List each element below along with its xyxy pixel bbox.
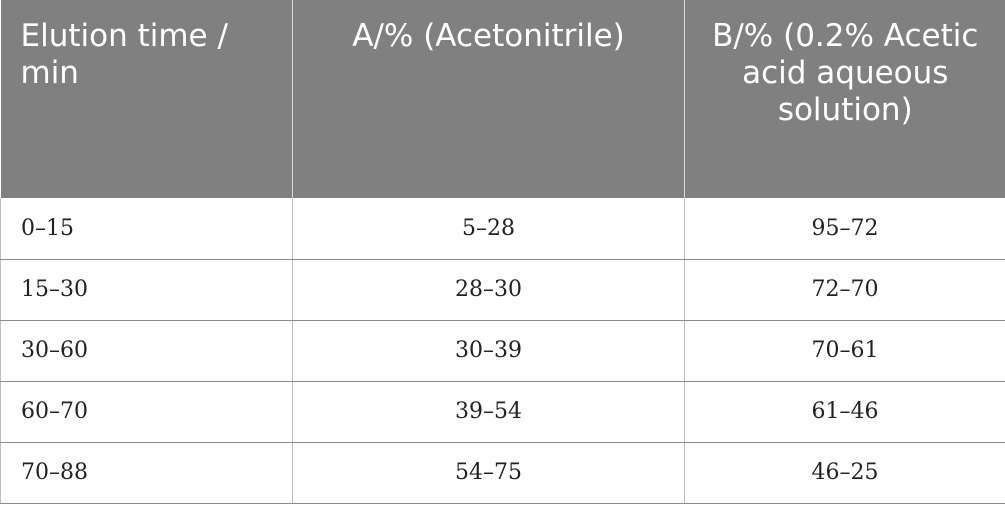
table-row: 15–30 28–30 72–70 [0, 259, 1005, 321]
table-row: 70–88 54–75 46–25 [0, 442, 1005, 504]
header-elution-time: Elution time / min [0, 0, 293, 198]
cell-elution-time: 60–70 [0, 381, 293, 443]
header-solvent-a: A/% (Acetonitrile) [292, 0, 685, 198]
cell-solvent-b: 46–25 [684, 442, 1005, 504]
elution-gradient-table-container: Elution time / min A/% (Acetonitrile) B/… [0, 0, 1005, 504]
cell-solvent-a: 5–28 [292, 198, 685, 260]
cell-solvent-a: 39–54 [292, 381, 685, 443]
cell-solvent-b: 95–72 [684, 198, 1005, 260]
cell-solvent-a: 28–30 [292, 259, 685, 321]
table-row: 0–15 5–28 95–72 [0, 198, 1005, 260]
cell-elution-time: 30–60 [0, 320, 293, 382]
cell-solvent-b: 70–61 [684, 320, 1005, 382]
table-header: Elution time / min A/% (Acetonitrile) B/… [0, 0, 1005, 198]
table-row: 30–60 30–39 70–61 [0, 320, 1005, 382]
cell-solvent-b: 72–70 [684, 259, 1005, 321]
cell-elution-time: 15–30 [0, 259, 293, 321]
cell-solvent-a: 54–75 [292, 442, 685, 504]
table-body: 0–15 5–28 95–72 15–30 28–30 72–70 30–60 … [0, 198, 1005, 504]
header-row: Elution time / min A/% (Acetonitrile) B/… [0, 0, 1005, 198]
cell-solvent-a: 30–39 [292, 320, 685, 382]
table-row: 60–70 39–54 61–46 [0, 381, 1005, 443]
cell-elution-time: 70–88 [0, 442, 293, 504]
cell-solvent-b: 61–46 [684, 381, 1005, 443]
elution-gradient-table: Elution time / min A/% (Acetonitrile) B/… [0, 0, 1005, 504]
header-solvent-b: B/% (0.2% Acetic acid aqueous solution) [684, 0, 1005, 198]
cell-elution-time: 0–15 [0, 198, 293, 260]
